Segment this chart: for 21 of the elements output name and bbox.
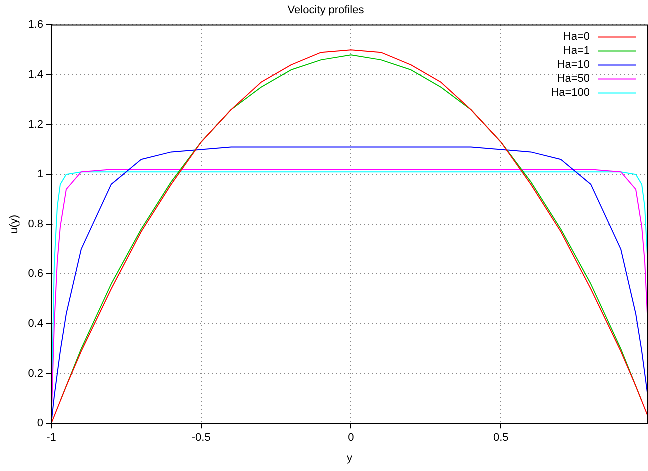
legend-label: Ha=1 xyxy=(563,45,590,58)
y-tick-label: 0.6 xyxy=(28,268,44,280)
y-tick-label: 0.8 xyxy=(28,218,44,230)
y-tick-label: 0.2 xyxy=(28,368,44,380)
legend-label: Ha=10 xyxy=(557,59,590,72)
x-tick-label: 0.5 xyxy=(493,432,509,444)
legend-label: Ha=50 xyxy=(557,73,590,86)
x-tick-label: -1 xyxy=(46,432,56,444)
y-tick-label: 0.4 xyxy=(28,318,44,330)
y-tick-label: 1.6 xyxy=(28,19,44,32)
y-tick-label: 1.4 xyxy=(28,69,44,82)
chart-title: Velocity profiles xyxy=(288,4,365,17)
y-axis-title: u(y) xyxy=(8,214,21,234)
legend-label: Ha=100 xyxy=(551,87,590,100)
x-axis-title: y xyxy=(346,452,353,464)
y-tick-label: 1 xyxy=(37,168,44,181)
x-tick-label: -0.5 xyxy=(192,432,211,444)
y-tick-label: 1.2 xyxy=(28,118,44,131)
x-tick-label: 0 xyxy=(348,432,354,444)
legend-label: Ha=0 xyxy=(563,31,590,44)
y-tick-label: 0 xyxy=(37,418,44,430)
